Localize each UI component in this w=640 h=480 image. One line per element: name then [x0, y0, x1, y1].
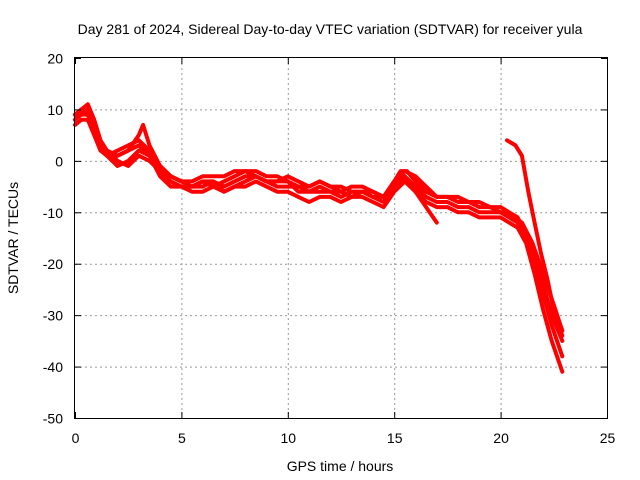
- y-tick-label: -10: [43, 205, 63, 221]
- ticks: 0 5 10 15 20 25 -50 -40 -30 -20 -10 0 10 20: [43, 51, 616, 447]
- series-line-track-4: [73, 107, 565, 343]
- y-tick-label: 0: [55, 153, 63, 169]
- plot-frame: [74, 57, 608, 419]
- y-tick-label: -50: [43, 411, 63, 427]
- y-tick-label: -40: [43, 359, 63, 375]
- series-layer: [73, 102, 565, 374]
- x-tick-label: 5: [178, 430, 186, 446]
- y-tick-label: -20: [43, 256, 63, 272]
- x-tick-label: 20: [493, 430, 509, 446]
- x-tick-label: 0: [72, 430, 80, 446]
- series-line-track-3: [73, 117, 565, 374]
- y-tick-label: 10: [47, 102, 63, 118]
- chart-title: Day 281 of 2024, Sidereal Day-to-day VTE…: [78, 21, 583, 37]
- y-tick-label: 20: [47, 51, 63, 67]
- x-tick-label: 10: [281, 430, 297, 446]
- series-line-track-5: [73, 107, 439, 225]
- x-tick-label: 15: [387, 430, 403, 446]
- grid: [75, 58, 607, 418]
- x-axis-label: GPS time / hours: [287, 458, 394, 474]
- series-line-track-2: [73, 112, 565, 359]
- series-line-track-6: [505, 138, 565, 338]
- x-tick-label: 25: [600, 430, 616, 446]
- y-tick-label: -30: [43, 308, 63, 324]
- y-axis-label: SDTVAR / TECUs: [5, 182, 21, 294]
